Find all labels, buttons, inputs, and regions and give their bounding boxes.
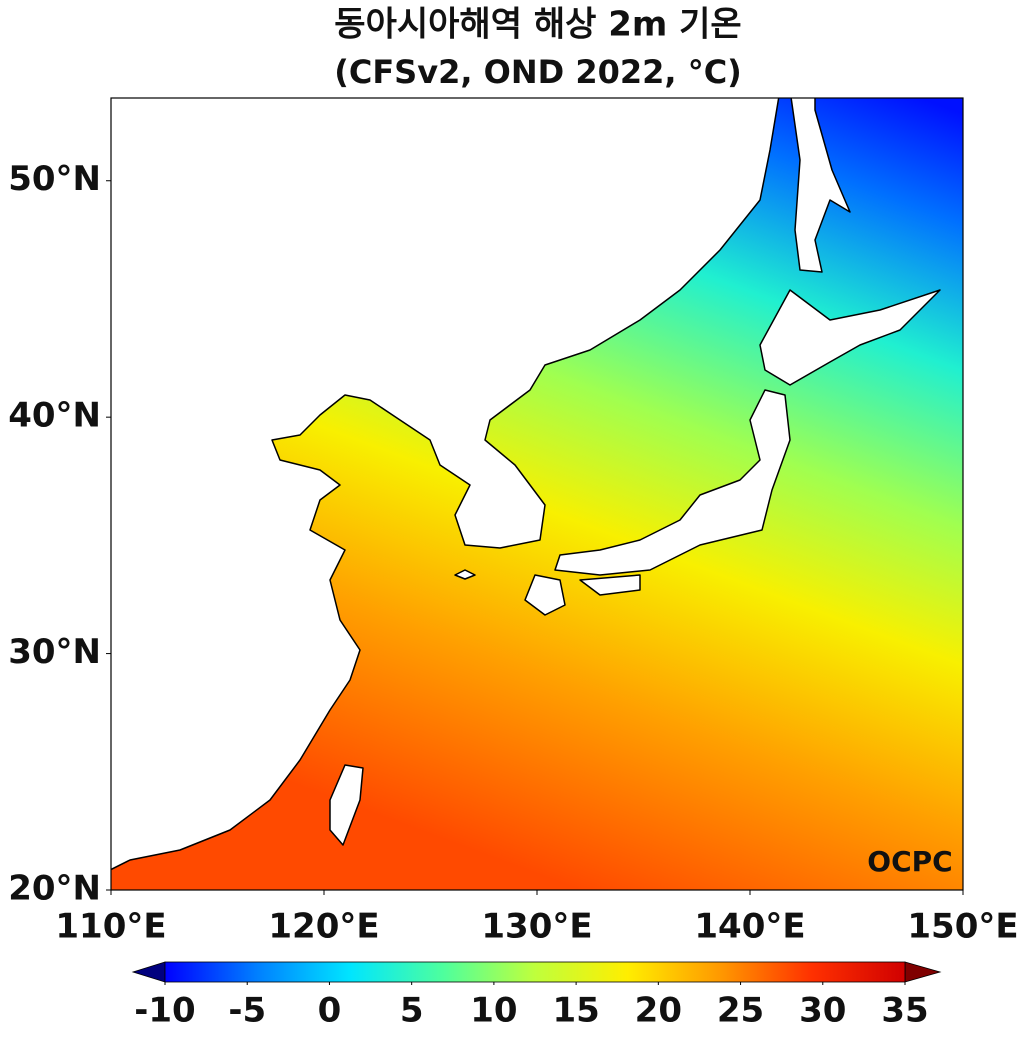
- colorbar-tick-label: 15: [552, 991, 599, 1031]
- x-tick-label: 110°E: [55, 907, 166, 947]
- y-tick-label: 40°N: [8, 396, 101, 436]
- colorbar-tick-label: 5: [400, 991, 424, 1031]
- colorbar-tick-label: 30: [799, 991, 846, 1031]
- x-tick-label: 150°E: [907, 907, 1018, 947]
- jeju: [454, 569, 476, 580]
- x-tick-label: 140°E: [694, 907, 805, 947]
- y-tick-label: 50°N: [8, 159, 101, 199]
- title: 동아시아해역 해상 2m 기온: [334, 5, 741, 45]
- x-tick-label: 120°E: [268, 907, 379, 947]
- honshu: [554, 389, 791, 576]
- colorbar-tick-label: 0: [318, 991, 342, 1031]
- logo: OCPC: [867, 845, 952, 878]
- subtitle: (CFSv2, OND 2022, °C): [334, 53, 742, 91]
- mainland: [111, 98, 780, 871]
- kyushu: [524, 574, 566, 616]
- sakhalin: [790, 98, 851, 273]
- colorbar-tick-label: -5: [228, 991, 266, 1031]
- colorbar: [164, 961, 906, 983]
- colorbar-extend-low: [131, 961, 166, 983]
- colorbar-tick-label: -10: [134, 991, 195, 1031]
- colorbar-tick-label: 20: [635, 991, 682, 1031]
- map: OCPC: [111, 98, 963, 890]
- hokkaido: [759, 289, 941, 386]
- colorbar-extend-high: [904, 961, 942, 983]
- y-tick-label: 20°N: [8, 869, 101, 909]
- y-tick-label: 30°N: [8, 632, 101, 672]
- x-tick-label: 130°E: [481, 907, 592, 947]
- colorbar-tick-label: 10: [470, 991, 517, 1031]
- shikoku: [579, 574, 641, 596]
- colorbar-tick-label: 25: [717, 991, 764, 1031]
- colorbar-tick-label: 35: [881, 991, 928, 1031]
- taiwan: [329, 764, 364, 846]
